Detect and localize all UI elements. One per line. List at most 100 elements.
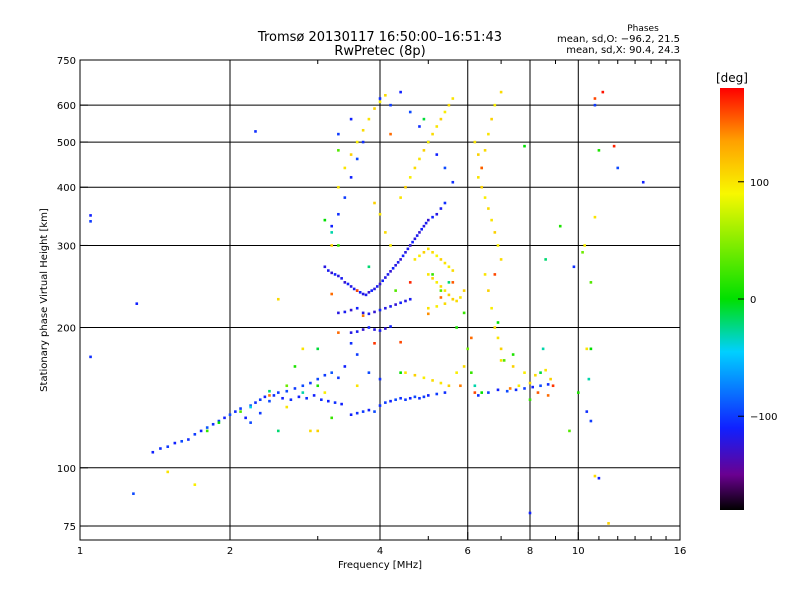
data-point	[373, 341, 376, 345]
data-point	[487, 207, 490, 210]
data-point	[451, 269, 455, 272]
data-point	[408, 110, 412, 114]
data-point	[517, 384, 521, 388]
data-point	[381, 279, 384, 283]
data-point	[470, 336, 473, 340]
data-point	[384, 401, 387, 404]
data-point	[361, 311, 365, 315]
scatter-points	[89, 90, 645, 525]
data-point	[399, 371, 402, 374]
data-point	[399, 340, 402, 344]
data-point	[502, 359, 506, 362]
data-point	[422, 149, 426, 152]
y-tick-label: 600	[57, 101, 76, 112]
data-point	[289, 398, 293, 402]
data-point	[439, 285, 443, 288]
data-point	[431, 273, 434, 276]
data-point	[490, 306, 493, 310]
data-point	[361, 292, 365, 296]
data-point	[333, 401, 337, 404]
chart-subtitle: RwPretec (8p)	[334, 44, 425, 59]
data-point	[422, 117, 426, 121]
data-point	[466, 347, 470, 351]
data-point	[539, 371, 542, 374]
data-point	[435, 392, 439, 396]
data-point	[404, 398, 407, 402]
data-point	[406, 247, 410, 251]
data-point	[455, 326, 458, 329]
data-point	[408, 281, 412, 284]
data-point	[487, 391, 490, 394]
data-point	[337, 331, 340, 334]
data-point	[349, 413, 353, 417]
data-point	[589, 347, 593, 351]
data-point	[349, 341, 353, 345]
data-point	[490, 218, 493, 222]
data-point	[355, 353, 359, 356]
data-point	[281, 396, 284, 400]
data-point	[316, 384, 320, 388]
data-point	[581, 251, 584, 254]
data-point	[367, 312, 371, 316]
data-point	[378, 282, 382, 286]
data-point	[447, 103, 451, 107]
data-point	[361, 314, 365, 318]
data-point	[166, 445, 170, 448]
data-point	[355, 306, 359, 310]
data-point	[443, 261, 447, 265]
data-point	[422, 251, 426, 254]
data-point	[337, 212, 340, 216]
data-point	[316, 347, 320, 351]
data-point	[228, 413, 232, 417]
data-point	[539, 384, 542, 388]
data-point	[293, 387, 297, 390]
data-point	[384, 327, 387, 330]
data-point	[612, 144, 616, 148]
data-point	[396, 261, 400, 264]
data-point	[455, 299, 458, 303]
data-point	[544, 368, 547, 372]
data-point	[305, 396, 308, 400]
data-point	[404, 371, 407, 374]
data-point	[413, 258, 417, 261]
data-point	[439, 207, 443, 210]
data-point	[422, 395, 426, 399]
data-point	[431, 132, 434, 136]
data-point	[536, 391, 540, 394]
data-point	[480, 166, 484, 170]
data-point	[394, 263, 397, 267]
data-point	[249, 421, 252, 424]
data-point	[254, 130, 257, 133]
data-point	[173, 441, 177, 445]
data-point	[378, 308, 382, 312]
data-point	[330, 416, 334, 420]
data-point	[272, 394, 276, 397]
data-point	[435, 305, 439, 308]
data-point	[193, 433, 197, 436]
data-point	[544, 258, 547, 261]
stats-header: Phases	[627, 24, 659, 34]
data-point	[375, 285, 379, 288]
x-tick-label: 8	[527, 546, 533, 557]
stats-o-mode: mean, sd,O: −96.2, 21.5	[557, 34, 680, 45]
data-point	[320, 398, 323, 402]
data-point	[523, 387, 526, 390]
data-point	[528, 398, 532, 402]
data-point	[601, 90, 605, 94]
data-point	[496, 388, 500, 392]
data-point	[333, 273, 337, 276]
data-point	[384, 276, 387, 279]
data-point	[496, 321, 500, 324]
data-point	[349, 331, 353, 334]
data-point	[355, 157, 359, 161]
x-tick-label: 6	[465, 546, 471, 557]
x-tick-label: 10	[572, 546, 585, 557]
x-tick-label: 16	[674, 546, 687, 557]
data-point	[373, 201, 376, 205]
data-point	[386, 273, 390, 276]
data-point	[399, 258, 402, 261]
data-point	[451, 297, 455, 301]
x-axis-label: Frequency [MHz]	[338, 560, 422, 571]
data-point	[391, 266, 395, 270]
data-point	[477, 153, 480, 156]
